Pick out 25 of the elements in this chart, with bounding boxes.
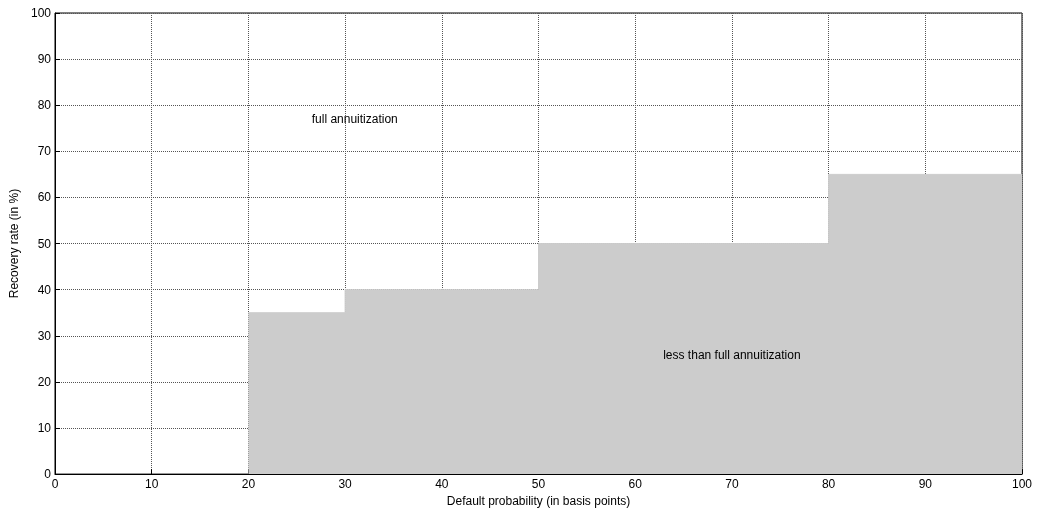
y-tick-label: 0 xyxy=(44,467,52,482)
annotation: less than full annuitization xyxy=(663,347,801,362)
x-tick-label: 70 xyxy=(725,477,739,492)
y-tick-label: 90 xyxy=(37,52,52,67)
annotation: full annuitization xyxy=(311,112,398,127)
x-tick-label: 60 xyxy=(628,477,643,492)
y-tick-label: 30 xyxy=(37,328,52,343)
x-tick-label: 40 xyxy=(435,477,449,492)
x-tick-label: 80 xyxy=(821,477,836,492)
x-tick-label: 20 xyxy=(241,477,256,492)
y-tick-label: 60 xyxy=(37,190,52,205)
y-tick-label: 50 xyxy=(37,236,52,251)
y-tick-label: 100 xyxy=(30,6,52,20)
x-tick-label: 100 xyxy=(1011,477,1033,492)
y-tick-label: 70 xyxy=(37,144,52,159)
y-axis-title: Recovery rate (in %) xyxy=(7,188,22,299)
x-tick-label: 90 xyxy=(918,477,933,492)
x-axis-title: Default probability (in basis points) xyxy=(446,494,631,508)
y-tick-label: 40 xyxy=(37,282,52,297)
y-tick-label: 80 xyxy=(37,98,52,113)
y-tick-label: 20 xyxy=(37,374,52,389)
y-tick-label: 10 xyxy=(37,420,52,435)
x-tick-label: 10 xyxy=(145,477,159,492)
x-tick-label: 50 xyxy=(531,477,546,492)
x-tick-label: 30 xyxy=(338,477,353,492)
